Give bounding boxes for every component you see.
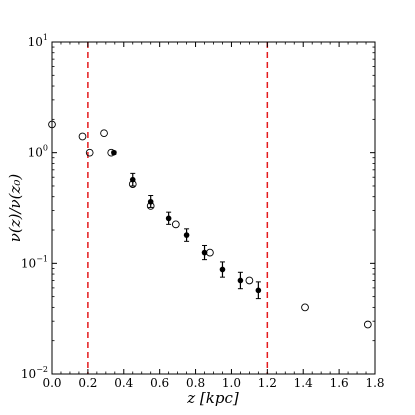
x-tick-label: 1.6 [330, 376, 349, 390]
x-tick-label: 0.6 [150, 376, 169, 390]
y-tick-label: 100 [28, 144, 48, 160]
filled-point [201, 249, 208, 256]
open-point [146, 202, 155, 210]
open-point [171, 220, 180, 229]
x-axis-label: z [kpc] [186, 389, 239, 407]
x-tick-label: 0.4 [114, 376, 133, 390]
open-point [245, 276, 254, 285]
open-point [128, 180, 137, 188]
open-point [85, 148, 94, 157]
open-point [363, 320, 372, 329]
filled-point [219, 266, 226, 273]
filled-point [111, 149, 117, 156]
x-tick-label: 1.2 [258, 376, 277, 390]
open-point [78, 132, 87, 141]
x-tick-label: 1.8 [365, 376, 384, 390]
filled-point [165, 215, 172, 222]
filled-point [255, 287, 262, 294]
plot-frame [51, 41, 376, 375]
axes: 0.0 0.2 0.4 0.6 0.8 1.0 1.2 1.4 1.6 1.8 10−2 10−1 10… [21, 33, 385, 390]
x-tick-label: 0.8 [186, 376, 205, 390]
filled-point [183, 232, 190, 238]
x-tick-label: 1.4 [294, 376, 313, 390]
open-point [107, 148, 116, 157]
y-tick-label: 10−1 [21, 254, 48, 270]
y-tick-label: 101 [28, 33, 48, 49]
x-tick-label: 0.2 [78, 376, 97, 390]
y-axis-label: ν(z)/ν(z₀) [6, 174, 24, 243]
x-tick-label: 0.0 [42, 376, 61, 390]
filled-point [237, 277, 244, 284]
open-point [206, 248, 214, 257]
y-tick-label: 10−2 [21, 365, 48, 381]
open-point [301, 303, 309, 312]
x-tick-label: 1.0 [222, 376, 241, 390]
plot-area [48, 42, 372, 374]
open-point [100, 129, 108, 138]
